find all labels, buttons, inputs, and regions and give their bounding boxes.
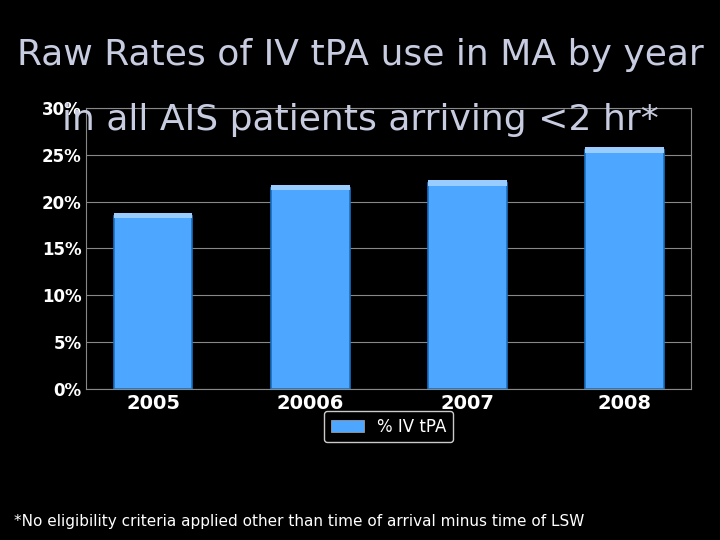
Text: *No eligibility criteria applied other than time of arrival minus time of LSW: *No eligibility criteria applied other t… [14, 514, 585, 529]
Bar [585, 147, 664, 153]
Legend: % IV tPA: % IV tPA [324, 411, 454, 442]
Text: Raw Rates of IV tPA use in MA by year: Raw Rates of IV tPA use in MA by year [17, 38, 703, 72]
Bar [428, 180, 507, 186]
Bar [585, 150, 664, 389]
Bar [428, 183, 507, 389]
Bar [271, 187, 349, 389]
Bar [114, 215, 192, 389]
Bar [271, 185, 349, 191]
Bar [114, 213, 192, 219]
Text: in all AIS patients arriving <2 hr*: in all AIS patients arriving <2 hr* [62, 103, 658, 137]
